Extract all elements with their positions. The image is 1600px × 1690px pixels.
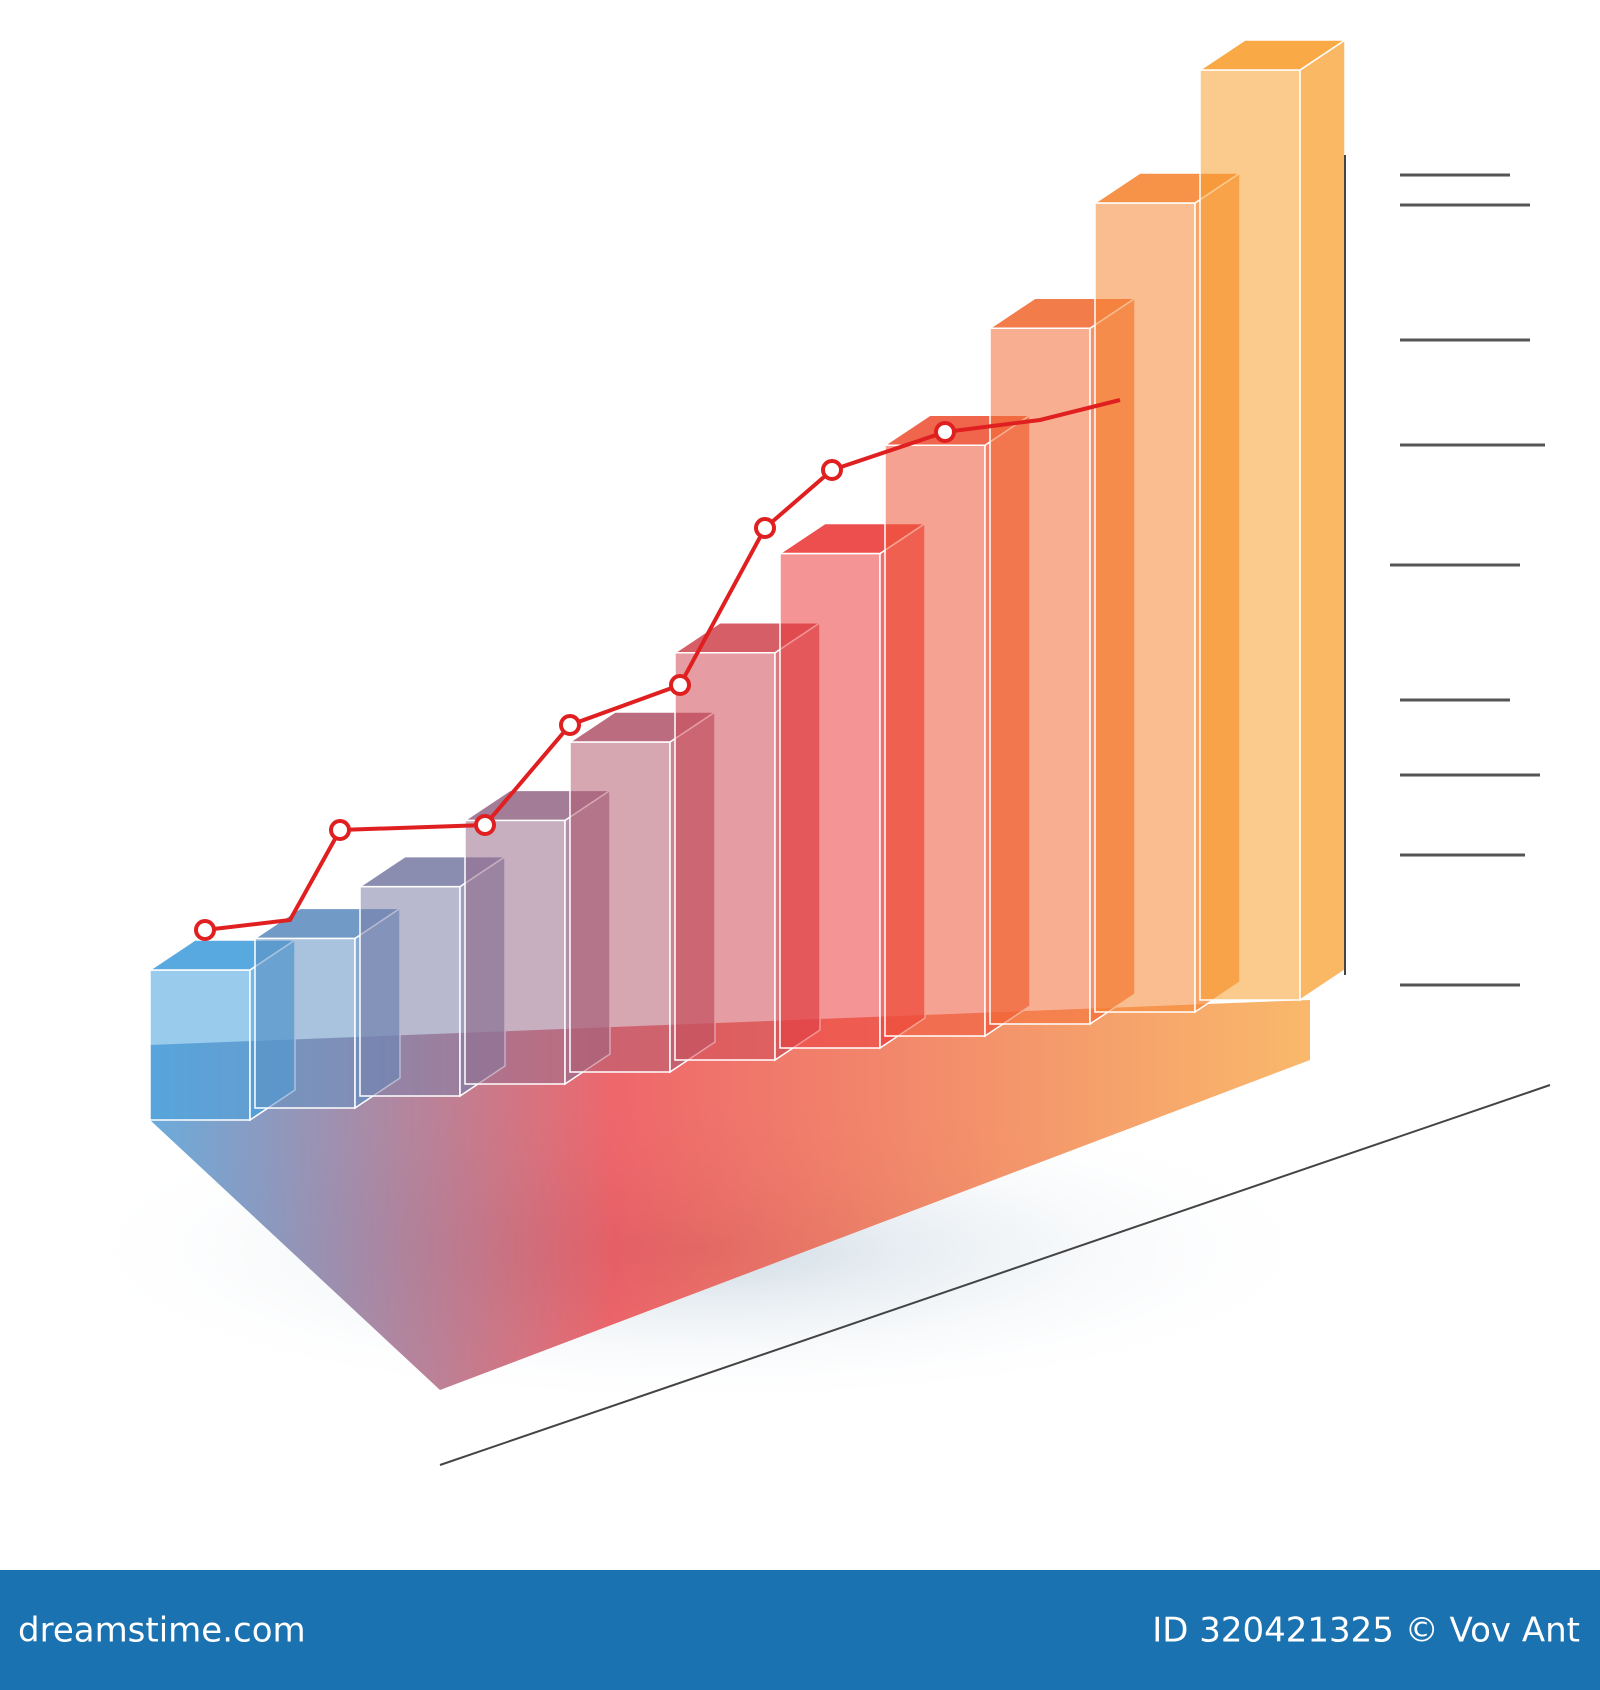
bar-face: [989, 327, 1091, 1025]
bar-face: [1197, 39, 1348, 71]
trend-point: [669, 674, 691, 696]
bar-face: [1199, 69, 1301, 1001]
footer-bar: [0, 1570, 1600, 1690]
bar-face: [464, 819, 566, 1085]
bar-face: [254, 937, 356, 1109]
trend-point: [329, 819, 351, 841]
bar-face: [1299, 38, 1346, 1002]
trend-points: [194, 421, 956, 941]
bar-face: [149, 969, 251, 1121]
bar-face: [884, 444, 986, 1037]
bar-face: [569, 741, 671, 1073]
trend-point: [754, 517, 776, 539]
trend-point: [194, 919, 216, 941]
trend-point: [474, 814, 496, 836]
bottom-axis: [439, 1084, 1551, 1466]
bar-face: [674, 651, 776, 1061]
trend-point: [559, 714, 581, 736]
trend-point: [934, 421, 956, 443]
bar-face: [359, 885, 461, 1097]
bars: [147, 38, 1348, 1122]
bar-face: [779, 552, 881, 1049]
footer-credit: ID 320421325 © Vov Ant: [1152, 1611, 1580, 1651]
footer-site: dreamstime.com: [18, 1611, 306, 1651]
trend-point: [821, 459, 843, 481]
base-slab: [150, 1000, 1310, 1390]
bar-face: [1094, 202, 1196, 1013]
scribble-labels: [1390, 173, 1545, 987]
